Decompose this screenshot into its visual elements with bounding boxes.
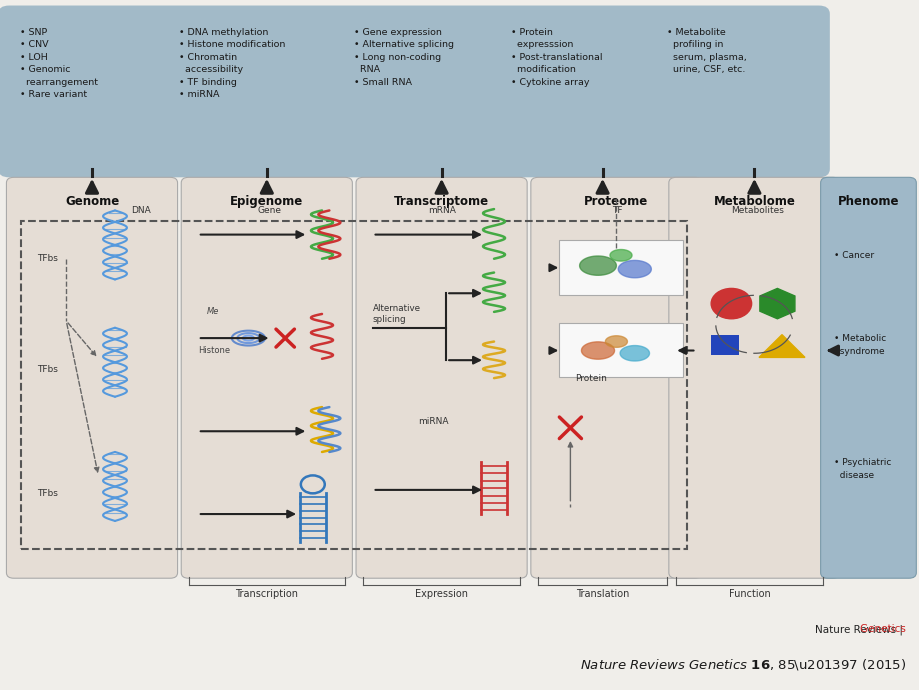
- Text: • Metabolic
  syndrome: • Metabolic syndrome: [833, 334, 885, 356]
- Text: mRNA: mRNA: [427, 206, 455, 215]
- FancyBboxPatch shape: [356, 177, 527, 578]
- Text: Gene: Gene: [257, 206, 281, 215]
- FancyBboxPatch shape: [559, 240, 682, 295]
- Text: Metabolome: Metabolome: [713, 195, 794, 208]
- Polygon shape: [579, 256, 616, 275]
- Polygon shape: [609, 250, 631, 261]
- FancyBboxPatch shape: [181, 177, 352, 578]
- Text: • Metabolite
  profiling in
  serum, plasma,
  urine, CSF, etc.: • Metabolite profiling in serum, plasma,…: [666, 28, 746, 74]
- Polygon shape: [619, 346, 649, 361]
- Text: • Psychiatric
  disease: • Psychiatric disease: [833, 458, 890, 480]
- FancyBboxPatch shape: [668, 177, 839, 578]
- Text: Alternative
splicing: Alternative splicing: [372, 304, 420, 324]
- Text: Proteome: Proteome: [584, 195, 648, 208]
- Text: • DNA methylation
• Histone modification
• Chromatin
  accessibility
• TF bindin: • DNA methylation • Histone modification…: [179, 28, 286, 99]
- Text: Metabolites: Metabolites: [731, 206, 783, 215]
- Text: • SNP
• CNV
• LOH
• Genomic
  rearrangement
• Rare variant: • SNP • CNV • LOH • Genomic rearrangemen…: [20, 28, 98, 99]
- Text: TFbs: TFbs: [37, 254, 58, 264]
- Text: Nature Reviews |: Nature Reviews |: [814, 624, 905, 635]
- FancyBboxPatch shape: [6, 177, 177, 578]
- Text: Me: Me: [207, 307, 219, 316]
- Text: Histone: Histone: [198, 346, 230, 355]
- Text: $\it{Nature\ Reviews\ Genetics}$ $\bf{16}$, 85\u201397 (2015): $\it{Nature\ Reviews\ Genetics}$ $\bf{16…: [579, 657, 905, 672]
- FancyBboxPatch shape: [530, 177, 701, 578]
- Polygon shape: [618, 260, 651, 278]
- Text: • Gene expression
• Alternative splicing
• Long non-coding
  RNA
• Small RNA: • Gene expression • Alternative splicing…: [354, 28, 454, 87]
- Text: miRNA: miRNA: [418, 417, 448, 426]
- Bar: [21, 221, 686, 549]
- Text: • Protein
  expresssion
• Post-translational
  modification
• Cytokine array: • Protein expresssion • Post-translation…: [510, 28, 601, 87]
- Text: Translation: Translation: [575, 589, 629, 598]
- Text: TF: TF: [611, 206, 621, 215]
- Text: TFbs: TFbs: [37, 489, 58, 498]
- Text: Transcriptome: Transcriptome: [393, 195, 489, 208]
- Text: Genetics: Genetics: [794, 624, 905, 634]
- Circle shape: [710, 288, 751, 319]
- FancyBboxPatch shape: [559, 323, 682, 377]
- Polygon shape: [759, 288, 794, 319]
- Text: Genome: Genome: [65, 195, 119, 208]
- Text: Transcription: Transcription: [235, 589, 298, 598]
- FancyBboxPatch shape: [820, 177, 915, 578]
- Polygon shape: [605, 336, 627, 347]
- Text: Function: Function: [728, 589, 770, 598]
- Text: • Cancer: • Cancer: [833, 250, 873, 260]
- FancyBboxPatch shape: [0, 6, 829, 177]
- Text: Expression: Expression: [414, 589, 468, 598]
- Bar: [710, 335, 738, 355]
- Polygon shape: [581, 342, 614, 359]
- Polygon shape: [758, 335, 804, 357]
- Text: DNA: DNA: [131, 206, 151, 215]
- Text: Phenome: Phenome: [837, 195, 898, 208]
- Text: Protein: Protein: [574, 374, 607, 383]
- Text: Epigenome: Epigenome: [230, 195, 303, 208]
- Text: TFbs: TFbs: [37, 364, 58, 374]
